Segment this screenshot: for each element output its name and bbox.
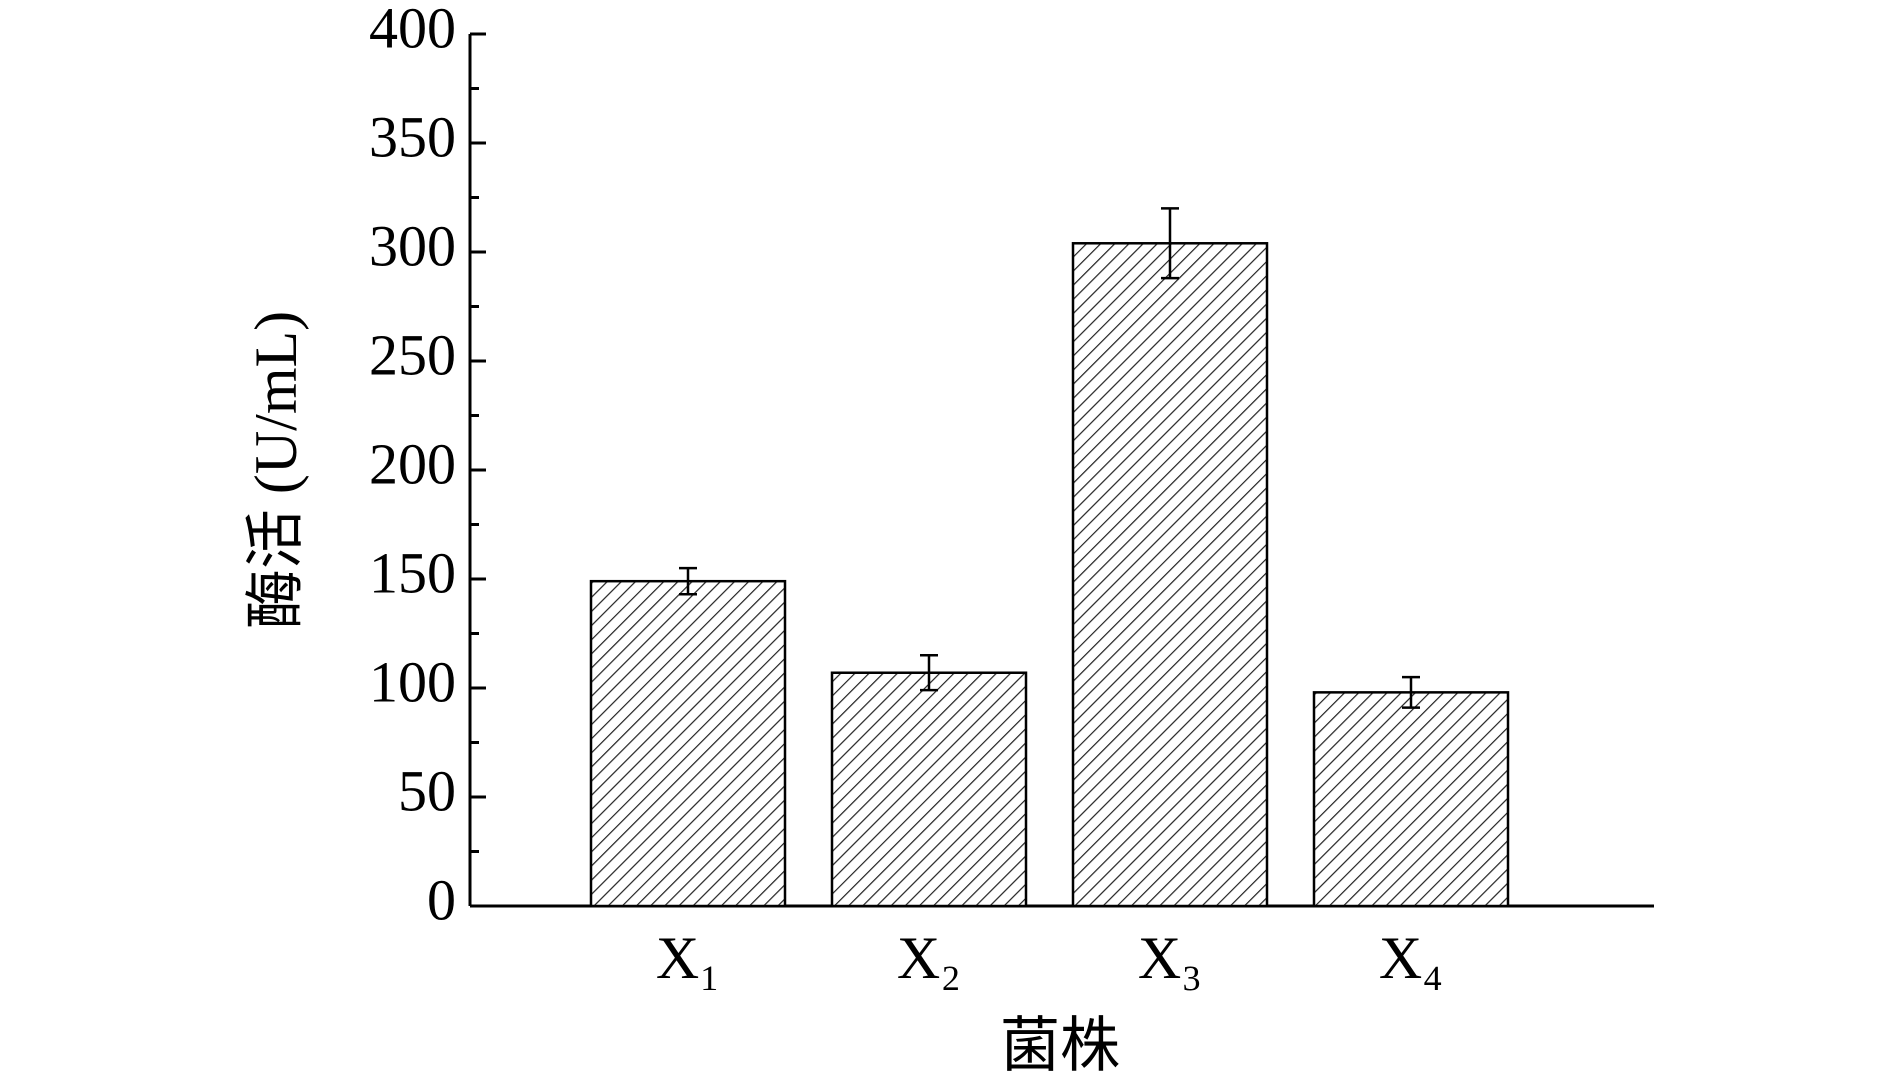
x-tick-label: X₃ xyxy=(1138,925,1202,991)
y-axis-label: 酶活 (U/mL) xyxy=(243,311,309,629)
y-tick-label: 350 xyxy=(369,104,456,169)
y-tick-label: 300 xyxy=(369,213,456,278)
y-tick-label: 0 xyxy=(427,867,456,932)
bar xyxy=(830,671,1028,908)
x-tick-label: X₂ xyxy=(897,925,961,991)
y-tick-label: 200 xyxy=(369,431,456,496)
y-tick-label: 150 xyxy=(369,540,456,605)
bar xyxy=(1071,242,1269,908)
y-tick-label: 400 xyxy=(369,0,456,60)
bar xyxy=(589,579,787,908)
y-tick-label: 250 xyxy=(369,322,456,387)
y-tick-label: 50 xyxy=(398,758,456,823)
y-tick-label: 100 xyxy=(369,649,456,714)
x-axis-label: 菌株 xyxy=(1000,1013,1120,1079)
x-tick-label: X₄ xyxy=(1379,925,1443,991)
x-tick-label: X₁ xyxy=(656,925,720,991)
bar xyxy=(1312,691,1510,908)
